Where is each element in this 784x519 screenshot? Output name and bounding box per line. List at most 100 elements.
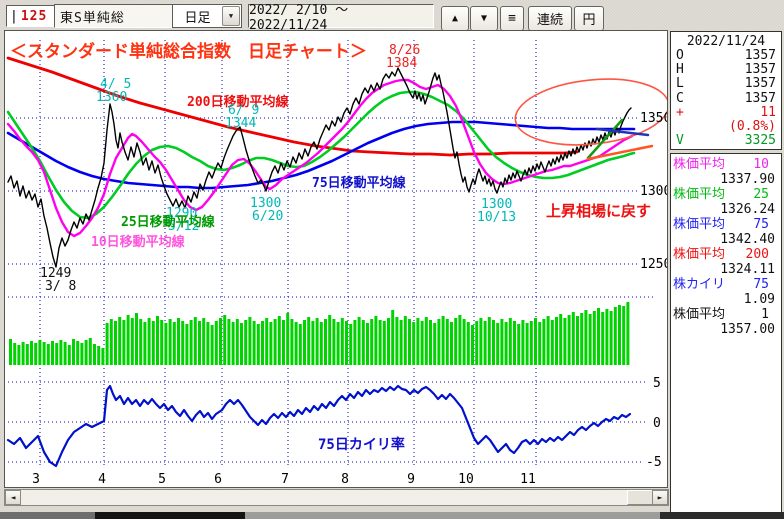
quote-panel: 2022/11/24 O 1357 H 1357 L 1357 C 1357 +11 (… [670,31,782,150]
volume-bar [387,318,390,365]
chart-label: 200日移動平均線 [187,94,289,110]
volume-bar [622,306,626,365]
volume-bar [349,324,353,365]
volume-bar [487,317,491,365]
volume-bar [324,319,327,365]
volume-bar [214,321,218,365]
volume-bar [521,320,525,365]
volume-bar [277,316,281,365]
menu-button[interactable]: ≡ [500,6,524,31]
volume-bar [479,318,483,365]
chart-svg: ＜スタンダード単純総合指数 日足チャート＞ 1350 1300 1250 5 0 -5 3 4 5… [6,40,667,487]
volume-bar [101,348,105,365]
volume-bar [34,343,38,365]
volume-bar [42,342,46,365]
symbol-name-field[interactable]: 東S単純総 [54,4,173,28]
volume-bar [185,324,189,365]
volume-bar [466,322,470,365]
date-range-field[interactable]: 2022/ 2/10 ～ 2022/11/24 [248,3,434,33]
volume-bar [252,321,256,365]
volume-bar [97,346,101,365]
volume-bar [382,321,386,365]
scroll-up-button[interactable]: ▲ [441,6,469,31]
indicator-value: 1342.40 [720,232,775,247]
volume-bar [357,317,361,365]
volume-bar [588,314,592,365]
volume-bar [38,340,42,365]
ma75-line [6,120,636,190]
volume-bar [458,315,462,365]
period-select[interactable]: 日足 ▼ [172,4,242,28]
volume-bar [193,317,197,365]
volume-bar [408,319,411,365]
volume-bar [235,319,239,365]
quote-change-pct-row: (0.8%) [729,118,776,134]
volume-bar [231,322,235,365]
symbol-code-field[interactable]: | 125 [6,5,57,27]
volume-bar [504,322,508,365]
chevron-down-icon[interactable]: ▼ [222,6,240,26]
chart-label: 9 [407,472,415,487]
yen-button[interactable]: 円 [574,6,604,31]
chart-label: 75日カイリ率 [318,436,405,453]
volume-bar [25,344,29,365]
volume-bar [492,320,495,365]
volume-bar [601,312,605,365]
continuous-button[interactable]: 連続 [528,6,572,31]
ma10-line [6,78,634,238]
indicator-label-row: 株価平均 10 [673,157,769,172]
volume-bar [13,343,17,365]
chart-label: 1250 [640,257,667,272]
volume-bar [21,342,25,365]
chart-label: 10/13 [477,210,516,225]
volume-bar [63,342,67,365]
symbol-name: 東S単純総 [60,10,125,26]
volume-bar [538,322,542,365]
volume-bar [181,321,185,365]
period-value: 日足 [184,10,211,26]
quote-high-row: H 1357 [676,62,776,78]
volume-bar [584,310,588,365]
chart-label: -5 [646,455,662,470]
scrollbar-right-icon[interactable]: ► [652,490,668,505]
highlight-ellipse [514,78,667,146]
chart-area[interactable]: ＜スタンダード単純総合指数 日足チャート＞ 1350 1300 1250 5 0 -5 3 4 5… [4,30,668,488]
indicator-label-row: 株価平均 25 [673,187,769,202]
volume-bar [445,319,449,365]
chart-label: 1300 [640,184,667,199]
volume-bar [210,325,214,365]
volume-bar [206,322,210,365]
scroll-down-button[interactable]: ▼ [470,6,498,31]
chart-label: 6/20 [252,209,283,224]
indicator-value: 1326.24 [720,202,775,217]
volume-bar [378,320,382,365]
price-line [7,67,632,268]
volume-bar [298,324,302,365]
volume-bar [567,315,571,365]
ma25-line [6,90,636,220]
horizontal-scrollbar[interactable]: ◄ ► [4,489,669,506]
chart-label: 10日移動平均線 [91,234,186,250]
volume-bar [513,321,516,365]
scrollbar-thumb[interactable] [627,490,653,505]
scrollbar-left-icon[interactable]: ◄ [5,490,21,505]
volume-bar [563,318,567,365]
volume-bar [332,319,336,365]
quote-change-row: +11 [676,104,776,120]
volume-bar [525,323,529,365]
toolbar: | 125 東S単純総 日足 ▼ 2022/ 2/10 ～ 2022/11/24… [0,0,784,33]
indicator-value: 1.09 [743,292,775,307]
volume-bar [46,344,50,365]
chart-label: 5 [653,376,661,391]
chart-label: 11 [520,472,536,487]
volume-bar [618,305,621,365]
volume-bar [307,317,311,365]
text-cursor: | [10,8,18,24]
volume-bar [319,322,323,365]
volume-bar [9,339,12,365]
volume-bar [72,339,75,365]
quote-date: 2022/11/24 [686,34,766,49]
trend-orange-segment [586,144,654,161]
volume-bar [361,320,365,365]
volume-bar [542,319,546,365]
